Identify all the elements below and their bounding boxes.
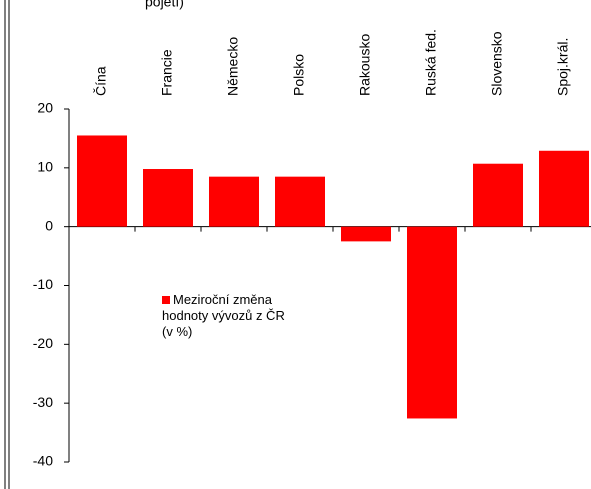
legend: Meziroční změna hodnoty vývozů z ČR (v %… [162, 292, 287, 340]
x-tick-label: Rakousko [357, 34, 373, 96]
x-tick-label: Spoj.král. [555, 38, 571, 96]
bar [341, 226, 391, 242]
x-tick-label: Čína [93, 66, 109, 96]
bar [143, 169, 193, 227]
y-tick-label: -30 [33, 394, 53, 410]
x-tick-label: Německo [225, 37, 241, 96]
y-tick-label: 0 [45, 217, 53, 233]
bar [77, 135, 127, 227]
bar [209, 176, 259, 227]
bar [407, 226, 457, 419]
x-tick-label: Francie [159, 49, 175, 96]
y-tick-label: 10 [37, 159, 53, 175]
y-tick-label: -10 [33, 276, 53, 292]
bar [275, 176, 325, 227]
y-tick-label: -40 [33, 453, 53, 469]
bar [473, 163, 523, 227]
bar [539, 150, 589, 227]
y-tick-label: 20 [37, 100, 53, 116]
x-tick-label: Polsko [291, 54, 307, 96]
chart-title: pojetí) [145, 0, 184, 10]
legend-label: Meziroční změna hodnoty vývozů z ČR (v %… [162, 292, 285, 339]
x-tick-label: Slovensko [489, 31, 505, 96]
legend-swatch [162, 296, 170, 304]
y-tick-label: -20 [33, 335, 53, 351]
x-tick-label: Ruská fed. [423, 29, 439, 96]
